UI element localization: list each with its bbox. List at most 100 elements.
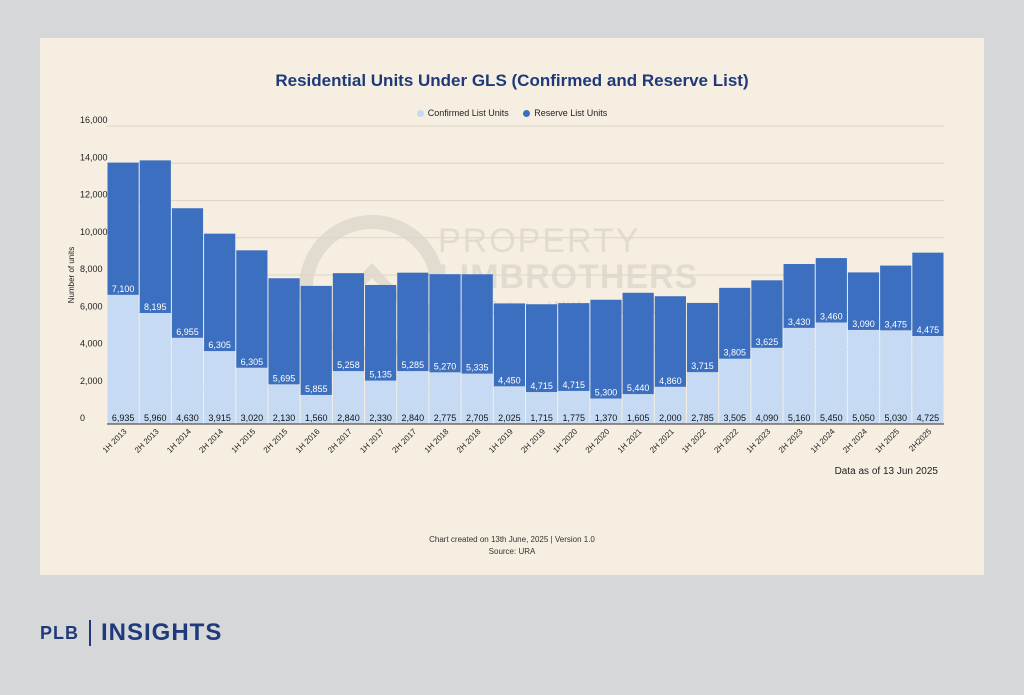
data-label-reserve: 3,090 <box>852 319 875 329</box>
source-note: Source: URA <box>488 547 536 556</box>
data-label-confirmed: 1,715 <box>530 413 553 423</box>
bar-confirmed <box>526 392 558 424</box>
bar-confirmed <box>719 358 751 424</box>
bar-reserve <box>107 162 139 295</box>
x-tick-label: 2H 2023 <box>777 427 805 455</box>
bar-confirmed <box>912 335 944 424</box>
data-label-reserve: 5,300 <box>595 387 618 397</box>
bar-confirmed <box>686 372 719 424</box>
data-label-reserve: 4,860 <box>659 376 682 386</box>
data-label-confirmed: 1,370 <box>595 413 618 423</box>
x-tick-label: 2H 2015 <box>262 427 290 455</box>
brand-divider <box>89 620 91 646</box>
y-tick-label: 0 <box>80 413 85 423</box>
legend: Confirmed List Units Reserve List Units <box>40 108 984 119</box>
bar-reserve <box>268 278 300 385</box>
brand-name: INSIGHTS <box>101 619 223 646</box>
x-tick-label: 1H 2020 <box>551 427 579 455</box>
bar-reserve <box>847 272 880 330</box>
bar-reserve <box>622 292 654 395</box>
bar-confirmed <box>461 373 493 424</box>
data-as-of: Data as of 13 Jun 2025 <box>834 466 938 477</box>
y-tick-label: 14,000 <box>80 152 108 162</box>
data-label-confirmed: 1,605 <box>627 413 650 423</box>
chart-title: Residential Units Under GLS (Confirmed a… <box>275 71 749 90</box>
data-label-reserve: 3,625 <box>756 337 779 347</box>
watermark-line1: PROPERTY <box>438 222 640 260</box>
data-label-reserve: 6,305 <box>208 340 231 350</box>
chart-canvas: PROPERTY LIMBROTHERS Real Estate With In… <box>67 115 944 455</box>
x-tick-label: 1H 2019 <box>487 427 515 455</box>
data-label-confirmed: 1,560 <box>305 413 328 423</box>
bar-confirmed <box>139 312 171 424</box>
legend-item-confirmed: Confirmed List Units <box>416 108 509 118</box>
legend-swatch-confirmed <box>416 109 424 117</box>
bar-confirmed <box>107 294 139 424</box>
bar-confirmed <box>300 394 332 424</box>
x-tick-label: 1H 2014 <box>165 427 193 455</box>
y-tick-label: 10,000 <box>80 227 108 237</box>
bar-confirmed <box>847 329 880 424</box>
bar-reserve <box>526 304 558 393</box>
x-tick-label: 2H 2013 <box>133 427 161 455</box>
x-tick-label: 1H 2024 <box>809 427 837 455</box>
bar-reserve <box>912 252 944 336</box>
brand-logo: PLB INSIGHTS <box>40 617 222 649</box>
x-tick-label: 2H 2020 <box>584 427 612 455</box>
bar-reserve <box>558 303 590 391</box>
data-label-confirmed: 1,775 <box>563 413 586 423</box>
data-label-reserve: 5,695 <box>273 373 296 383</box>
data-label-confirmed: 4,725 <box>917 413 940 423</box>
data-label-reserve: 5,855 <box>305 384 328 394</box>
data-label-confirmed: 3,505 <box>723 413 746 423</box>
bar-confirmed <box>365 380 397 424</box>
x-tick-label: 1H 2025 <box>873 427 901 455</box>
data-label-reserve: 5,135 <box>369 370 392 380</box>
x-tick-label: 2H 2017 <box>390 427 418 455</box>
data-label-reserve: 5,285 <box>402 360 425 370</box>
y-tick-label: 8,000 <box>80 264 103 274</box>
bars: 6,935 7,100 5,960 8,195 4,630 6,955 3,915 6,305… <box>107 160 944 424</box>
data-label-reserve: 4,475 <box>917 325 940 335</box>
bar-reserve <box>171 208 204 338</box>
y-axis-title: Number of units <box>67 247 76 303</box>
bar-confirmed <box>815 322 847 424</box>
data-label-reserve: 4,450 <box>498 375 521 385</box>
data-label-confirmed: 2,785 <box>691 413 714 423</box>
legend-label-reserve: Reserve List Units <box>534 108 608 118</box>
bar-confirmed <box>493 386 525 424</box>
bar-confirmed <box>204 351 236 424</box>
data-label-confirmed: 2,840 <box>337 413 360 423</box>
x-tick-label: 2H 2014 <box>197 427 225 455</box>
x-tick-label: 2H 2022 <box>712 427 740 455</box>
bar-confirmed <box>654 386 686 424</box>
data-label-confirmed: 5,050 <box>852 413 875 423</box>
bar-confirmed <box>332 371 365 424</box>
bar-confirmed <box>880 330 912 424</box>
x-tick-label: 2H 2019 <box>519 427 547 455</box>
x-tick-label: 1H 2017 <box>358 427 386 455</box>
chart-panel: PROPERTY LIMBROTHERS Real Estate With In… <box>40 38 984 575</box>
x-tick-label: 1H 2021 <box>616 427 644 455</box>
data-label-reserve: 3,430 <box>788 317 811 327</box>
bar-reserve <box>654 296 686 387</box>
data-label-reserve: 7,100 <box>112 284 135 294</box>
data-label-confirmed: 2,000 <box>659 413 682 423</box>
bar-reserve <box>300 285 332 395</box>
bar-reserve <box>397 272 429 372</box>
bar-reserve <box>815 258 847 323</box>
x-tick-label: 1H 2018 <box>423 427 451 455</box>
x-tick-label: 1H 2016 <box>294 427 322 455</box>
data-label-confirmed: 3,915 <box>208 413 231 423</box>
brand-prefix: PLB <box>40 622 79 643</box>
bar-confirmed <box>622 394 654 424</box>
x-tick-label: 2H2025 <box>907 427 934 454</box>
legend-label-confirmed: Confirmed List Units <box>427 108 509 118</box>
data-label-confirmed: 3,020 <box>241 413 264 423</box>
data-label-confirmed: 2,705 <box>466 413 489 423</box>
data-label-confirmed: 2,775 <box>434 413 457 423</box>
bar-reserve <box>719 287 751 359</box>
bar-reserve <box>461 274 493 374</box>
data-label-reserve: 3,805 <box>723 348 746 358</box>
data-label-confirmed: 4,090 <box>756 413 779 423</box>
